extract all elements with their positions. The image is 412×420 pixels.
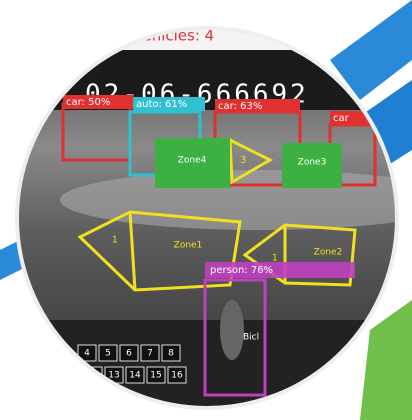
button-label: 4 [84,349,90,359]
detection-label: person: 76% [210,265,273,276]
zone-mark: 1 [272,254,278,264]
button-label: 6 [126,349,132,359]
number-button[interactable] [140,344,160,362]
label-bg [63,95,133,109]
detection-box [203,278,267,397]
number-button[interactable] [167,366,187,384]
detection-label: auto: 61% [136,99,187,110]
button-label: 15 [150,371,161,381]
number-button[interactable] [77,344,97,362]
button-label: 8 [168,349,174,359]
detection-label: car [333,113,350,124]
button-label: 5 [105,349,111,359]
detection-label: car: 63% [218,101,262,112]
zone-polygon [242,223,357,287]
zone-mark: 3 [240,155,246,166]
label-bg [205,262,355,278]
zone-box [282,143,342,188]
number-button[interactable] [98,344,118,362]
number-button[interactable] [146,366,166,384]
zone-arrow [228,137,274,185]
detection-label: car: 50% [66,97,110,108]
zone-mark: 1 [112,236,118,246]
label-bg [133,97,205,111]
object-label: Bicl [243,333,259,343]
zone-label: Zone1 [174,241,203,251]
circle-frame [15,26,399,410]
zone-label: Zone4 [178,156,207,166]
number-button[interactable] [125,366,145,384]
button-label: 16 [171,371,183,381]
zone-polygon [77,210,242,292]
button-label: 13 [108,371,119,381]
number-button[interactable] [161,344,181,362]
zone-box [155,138,230,188]
button-label: 7 [147,349,153,359]
zone-divider [128,211,137,291]
button-label: 14 [129,371,141,381]
label-bg [215,99,300,113]
person [220,300,244,360]
zone-label: Zone3 [298,158,327,168]
zone-label: Zone2 [314,248,343,258]
number-button[interactable] [119,344,139,362]
